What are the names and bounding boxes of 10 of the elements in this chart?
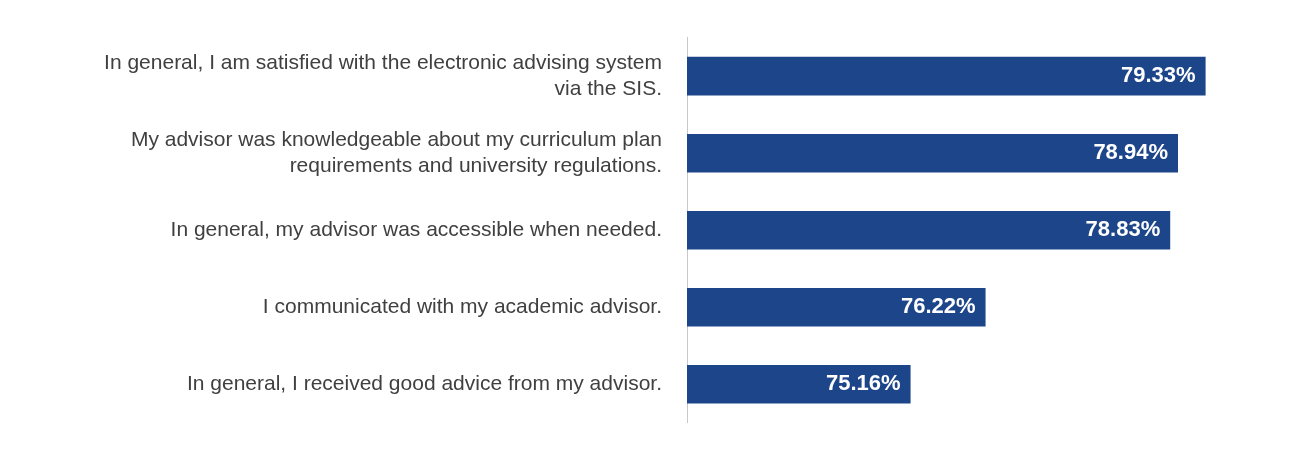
- y-tick-label: My advisor was knowledgeable about my curriculum plan requirements and university regulations.: [130, 127, 662, 176]
- y-tick-label: In general, I am satisfied with the electronic advising system via the SIS.: [104, 50, 662, 99]
- y-tick-label: In general, my advisor was accessible when needed.: [170, 217, 662, 240]
- y-tick-label: I communicated with my academic advisor.: [262, 294, 662, 318]
- data-label: 75.16%: [825, 370, 901, 396]
- data-label: 76.22%: [900, 293, 976, 319]
- y-tick-label: In general, I received good advice from my advisor.: [186, 371, 662, 395]
- data-label: 78.83%: [1085, 216, 1161, 242]
- data-label: 78.94%: [1093, 139, 1169, 165]
- data-label: 79.33%: [1120, 62, 1196, 88]
